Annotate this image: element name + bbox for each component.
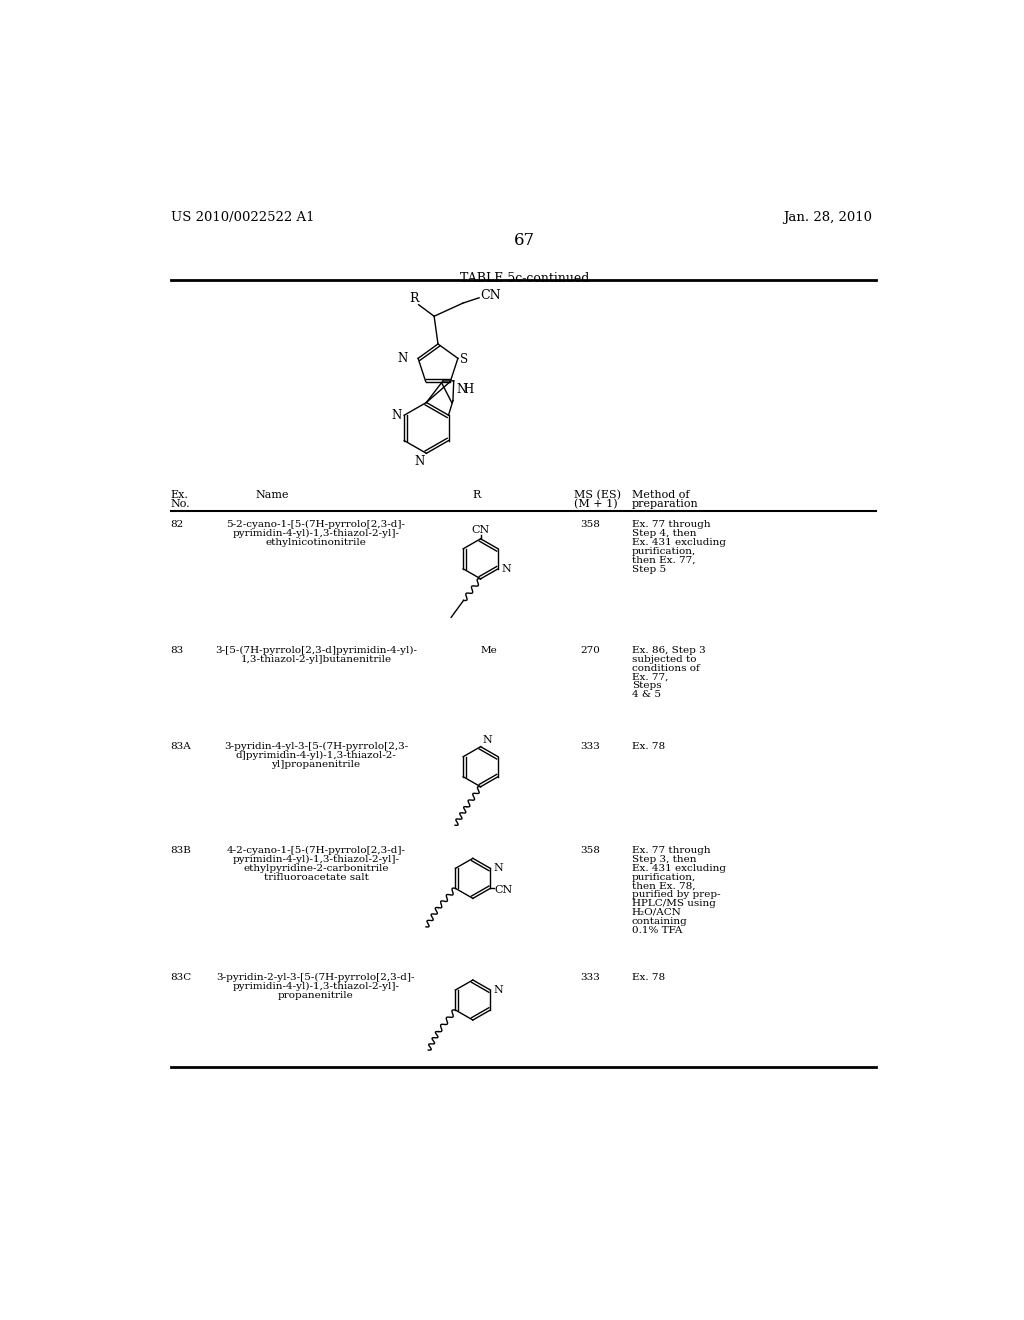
Text: N: N	[415, 455, 425, 467]
Text: Jan. 28, 2010: Jan. 28, 2010	[783, 211, 871, 224]
Text: containing: containing	[632, 917, 687, 925]
Text: Step 5: Step 5	[632, 565, 666, 574]
Text: purification,: purification,	[632, 873, 696, 882]
Text: R: R	[473, 490, 481, 499]
Text: Ex. 86, Step 3: Ex. 86, Step 3	[632, 645, 706, 655]
Text: then Ex. 78,: then Ex. 78,	[632, 882, 695, 891]
Text: then Ex. 77,: then Ex. 77,	[632, 556, 695, 565]
Text: Ex. 77,: Ex. 77,	[632, 672, 668, 681]
Text: N: N	[391, 409, 401, 421]
Text: 1,3-thiazol-2-yl]butanenitrile: 1,3-thiazol-2-yl]butanenitrile	[241, 655, 391, 664]
Text: Me: Me	[480, 645, 498, 655]
Text: Ex. 77 through: Ex. 77 through	[632, 520, 711, 529]
Text: purification,: purification,	[632, 546, 696, 556]
Text: H: H	[463, 383, 473, 396]
Text: N: N	[456, 383, 466, 396]
Text: Step 3, then: Step 3, then	[632, 855, 696, 863]
Text: Ex. 78: Ex. 78	[632, 742, 665, 751]
Text: N: N	[501, 564, 511, 574]
Text: CN: CN	[471, 525, 489, 535]
Text: HPLC/MS using: HPLC/MS using	[632, 899, 716, 908]
Text: 4 & 5: 4 & 5	[632, 690, 660, 700]
Text: 358: 358	[580, 520, 600, 529]
Text: 333: 333	[580, 742, 600, 751]
Text: Ex. 77 through: Ex. 77 through	[632, 846, 711, 855]
Text: pyrimidin-4-yl)-1,3-thiazol-2-yl]-: pyrimidin-4-yl)-1,3-thiazol-2-yl]-	[232, 529, 399, 539]
Text: Step 4, then: Step 4, then	[632, 529, 696, 539]
Text: Ex. 78: Ex. 78	[632, 973, 665, 982]
Text: propanenitrile: propanenitrile	[279, 991, 354, 999]
Text: d]pyrimidin-4-yl)-1,3-thiazol-2-: d]pyrimidin-4-yl)-1,3-thiazol-2-	[236, 751, 396, 760]
Text: 0.1% TFA: 0.1% TFA	[632, 925, 682, 935]
Text: ethylnicotinonitrile: ethylnicotinonitrile	[265, 539, 367, 546]
Text: purified by prep-: purified by prep-	[632, 890, 720, 899]
Text: N: N	[397, 352, 408, 364]
Text: Ex. 431 excluding: Ex. 431 excluding	[632, 863, 726, 873]
Text: (M + 1): (M + 1)	[573, 499, 617, 510]
Text: 82: 82	[171, 520, 184, 529]
Text: US 2010/0022522 A1: US 2010/0022522 A1	[171, 211, 314, 224]
Text: N: N	[494, 985, 503, 995]
Text: Ex.: Ex.	[171, 490, 188, 499]
Text: 5-2-cyano-1-[5-(7H-pyrrolo[2,3-d]-: 5-2-cyano-1-[5-(7H-pyrrolo[2,3-d]-	[226, 520, 406, 529]
Text: TABLE 5c-continued: TABLE 5c-continued	[460, 272, 590, 285]
Text: yl]propanenitrile: yl]propanenitrile	[271, 760, 360, 768]
Text: S: S	[460, 354, 468, 367]
Text: 83B: 83B	[171, 846, 191, 855]
Text: 67: 67	[514, 231, 536, 248]
Text: trifluoroacetate salt: trifluoroacetate salt	[263, 873, 369, 882]
Text: Method of: Method of	[632, 490, 689, 499]
Text: MS (ES): MS (ES)	[573, 490, 621, 500]
Text: conditions of: conditions of	[632, 664, 699, 672]
Text: preparation: preparation	[632, 499, 698, 508]
Text: CN: CN	[480, 289, 502, 302]
Text: H₂O/ACN: H₂O/ACN	[632, 908, 682, 917]
Text: pyrimidin-4-yl)-1,3-thiazol-2-yl]-: pyrimidin-4-yl)-1,3-thiazol-2-yl]-	[232, 855, 399, 865]
Text: N: N	[483, 735, 493, 744]
Text: Ex. 431 excluding: Ex. 431 excluding	[632, 539, 726, 546]
Text: 3-[5-(7H-pyrrolo[2,3-d]pyrimidin-4-yl)-: 3-[5-(7H-pyrrolo[2,3-d]pyrimidin-4-yl)-	[215, 645, 417, 655]
Text: 83C: 83C	[171, 973, 191, 982]
Text: ethylpyridine-2-carbonitrile: ethylpyridine-2-carbonitrile	[243, 863, 389, 873]
Text: 333: 333	[580, 973, 600, 982]
Text: subjected to: subjected to	[632, 655, 696, 664]
Text: 270: 270	[580, 645, 600, 655]
Text: No.: No.	[171, 499, 190, 508]
Text: 4-2-cyano-1-[5-(7H-pyrrolo[2,3-d]-: 4-2-cyano-1-[5-(7H-pyrrolo[2,3-d]-	[226, 846, 406, 855]
Text: N: N	[494, 863, 503, 874]
Text: 3-pyridin-4-yl-3-[5-(7H-pyrrolo[2,3-: 3-pyridin-4-yl-3-[5-(7H-pyrrolo[2,3-	[224, 742, 408, 751]
Text: 83A: 83A	[171, 742, 191, 751]
Text: pyrimidin-4-yl)-1,3-thiazol-2-yl]-: pyrimidin-4-yl)-1,3-thiazol-2-yl]-	[232, 982, 399, 991]
Text: R: R	[410, 292, 419, 305]
Text: 83: 83	[171, 645, 184, 655]
Text: 3-pyridin-2-yl-3-[5-(7H-pyrrolo[2,3-d]-: 3-pyridin-2-yl-3-[5-(7H-pyrrolo[2,3-d]-	[217, 973, 415, 982]
Text: Steps: Steps	[632, 681, 662, 690]
Text: 358: 358	[580, 846, 600, 855]
Text: Name: Name	[256, 490, 290, 499]
Text: CN: CN	[495, 884, 512, 895]
